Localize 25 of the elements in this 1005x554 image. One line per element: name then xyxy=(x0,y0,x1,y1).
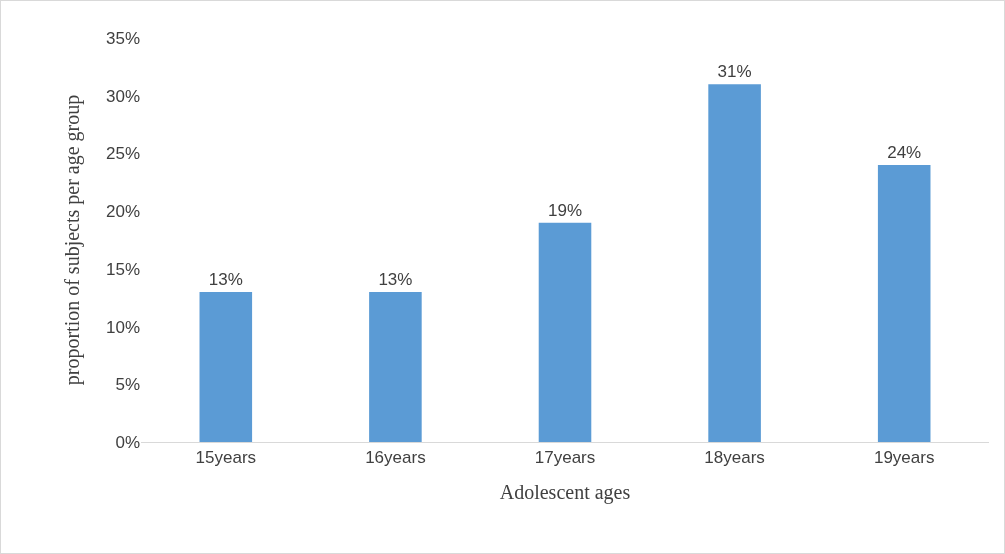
data-label: 19% xyxy=(547,200,583,220)
x-tick-label: 16years xyxy=(365,448,426,468)
bar xyxy=(538,222,592,442)
x-tick-label: 18years xyxy=(704,448,765,468)
y-tick-label: 30% xyxy=(105,86,140,106)
x-tick-label: 17years xyxy=(534,448,596,468)
x-axis-title: Adolescent ages xyxy=(499,480,631,504)
y-axis-title: proportion of subjects per age group xyxy=(61,94,85,386)
bar xyxy=(369,291,422,442)
y-tick-label: 15% xyxy=(105,259,140,279)
data-label: 31% xyxy=(717,62,752,82)
y-tick-label: 0% xyxy=(115,432,140,452)
bar xyxy=(199,291,253,442)
bar xyxy=(877,164,931,442)
y-tick-label: 25% xyxy=(105,144,140,164)
y-tick-label: 10% xyxy=(105,317,140,337)
x-tick-label: 15years xyxy=(195,448,257,468)
y-tick-label: 5% xyxy=(115,375,140,395)
bar xyxy=(708,84,761,442)
data-label: 13% xyxy=(208,269,243,289)
y-tick-label: 35% xyxy=(105,28,140,48)
x-tick-label: 19years xyxy=(873,448,935,468)
y-tick-label: 20% xyxy=(105,202,140,222)
data-label: 13% xyxy=(378,269,413,289)
data-label: 24% xyxy=(887,142,922,162)
